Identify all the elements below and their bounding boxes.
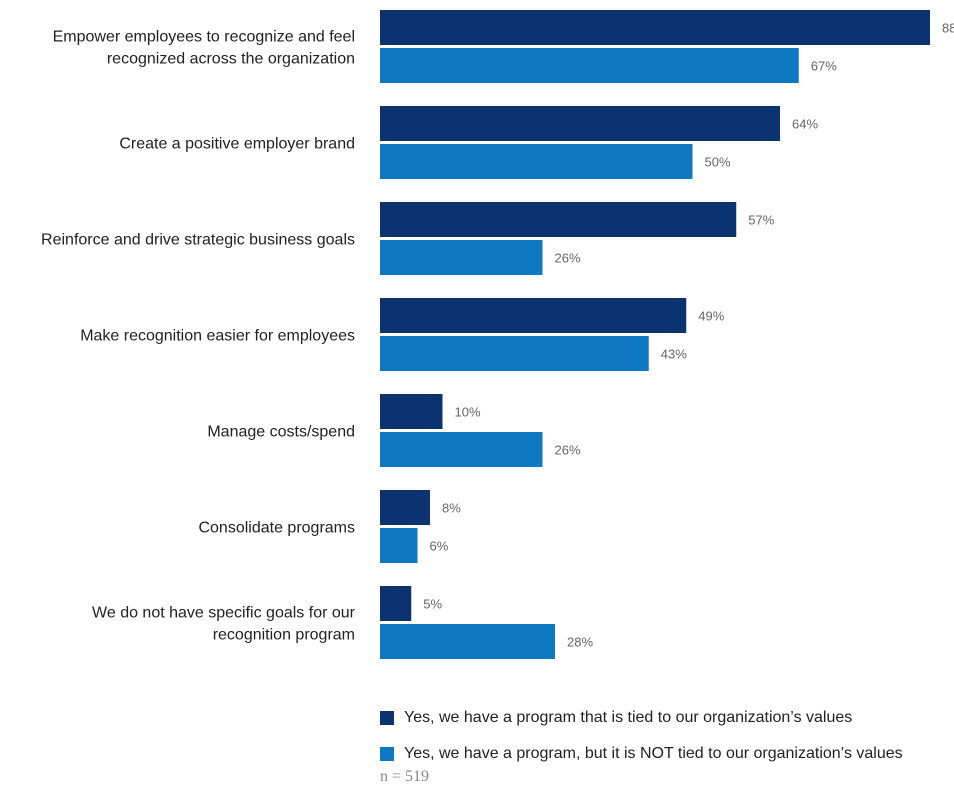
category-label: Empower employees to recognize and feel r…	[53, 29, 355, 68]
value-label-tied: 88%	[942, 21, 954, 36]
value-label-not-tied: 26%	[555, 443, 581, 458]
value-label-tied: 5%	[423, 597, 442, 612]
bar-not-tied	[380, 144, 693, 179]
value-label-not-tied: 50%	[705, 155, 731, 170]
bar-tied	[380, 586, 412, 621]
value-label-tied: 10%	[455, 405, 481, 420]
value-label-tied: 49%	[698, 309, 724, 324]
bar-not-tied	[380, 48, 799, 83]
category-label: Manage costs/spend	[207, 424, 355, 441]
category-label: Make recognition easier for employees	[80, 328, 355, 345]
bar-chart: Empower employees to recognize and feel r…	[41, 10, 954, 659]
legend-swatch-not-tied	[380, 747, 394, 761]
bar-tied	[380, 10, 930, 45]
bar-not-tied	[380, 528, 418, 563]
value-label-tied: 8%	[442, 501, 461, 516]
legend-swatch-tied	[380, 711, 394, 725]
bar-tied	[380, 106, 780, 141]
bar-tied	[380, 394, 443, 429]
category-label: Consolidate programs	[198, 520, 355, 537]
sample-size-note: n = 519	[380, 768, 430, 785]
value-label-tied: 64%	[792, 117, 818, 132]
category-label: We do not have specific goals for our rec…	[92, 605, 356, 644]
value-label-not-tied: 6%	[430, 539, 449, 554]
bar-not-tied	[380, 624, 555, 659]
value-label-not-tied: 28%	[567, 635, 593, 650]
legend-label-not-tied: Yes, we have a program, but it is NOT ti…	[404, 745, 903, 762]
category-label: Create a positive employer brand	[119, 136, 355, 153]
bar-not-tied	[380, 240, 543, 275]
value-label-not-tied: 43%	[661, 347, 687, 362]
bar-tied	[380, 202, 737, 237]
legend-label-tied: Yes, we have a program that is tied to o…	[404, 709, 853, 726]
value-label-tied: 57%	[748, 213, 774, 228]
bar-tied	[380, 490, 430, 525]
value-label-not-tied: 26%	[555, 251, 581, 266]
bar-tied	[380, 298, 687, 333]
value-label-not-tied: 67%	[811, 59, 837, 74]
legend-item-tied: Yes, we have a program that is tied to o…	[380, 700, 903, 736]
legend: Yes, we have a program that is tied to o…	[380, 700, 903, 772]
category-label: Reinforce and drive strategic business g…	[41, 232, 355, 249]
bar-not-tied	[380, 432, 543, 467]
legend-item-not-tied: Yes, we have a program, but it is NOT ti…	[380, 736, 903, 772]
bar-not-tied	[380, 336, 649, 371]
